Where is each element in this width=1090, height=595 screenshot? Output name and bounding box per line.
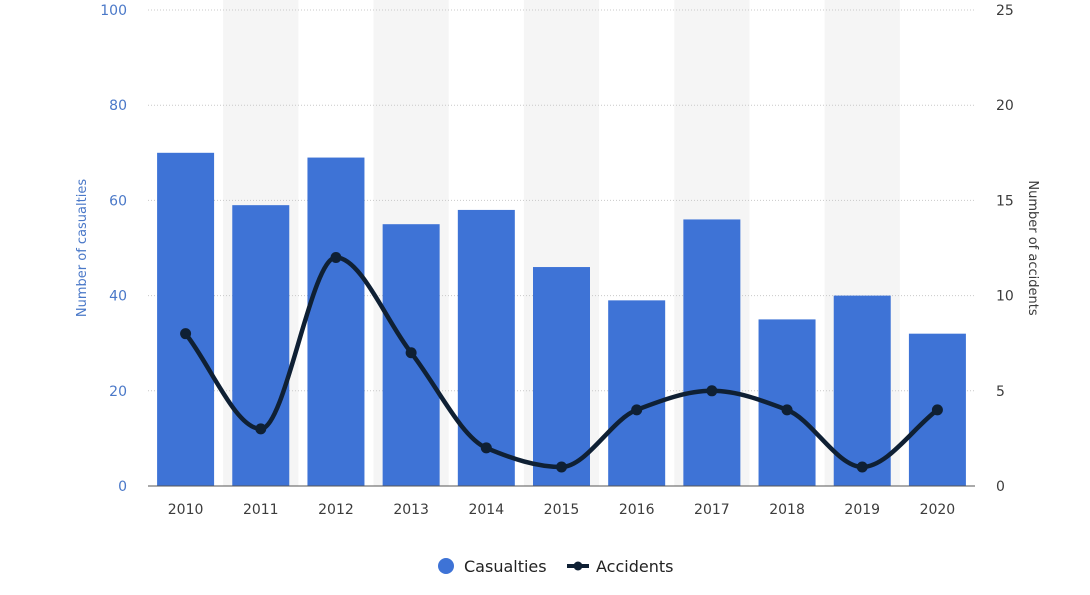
- x-tick-label: 2020: [920, 502, 956, 518]
- casualties-bars: [157, 152, 966, 487]
- legend-casualties-swatch[interactable]: [438, 558, 454, 574]
- accidents-point[interactable]: [405, 347, 417, 359]
- accidents-points: [180, 252, 943, 473]
- accidents-point[interactable]: [931, 404, 943, 416]
- accidents-point[interactable]: [781, 404, 793, 416]
- x-tick-label: 2015: [544, 502, 580, 518]
- x-tick-label: 2018: [769, 502, 805, 518]
- x-tick-label: 2010: [168, 502, 204, 518]
- right-axis-strip: [975, 0, 1050, 486]
- x-tick-label: 2014: [468, 502, 504, 518]
- legend-accidents-label[interactable]: Accidents: [596, 557, 673, 576]
- casualties-bar[interactable]: [232, 205, 290, 486]
- right-tick-label: 0: [996, 479, 1005, 495]
- x-tick-label: 2016: [619, 502, 655, 518]
- accidents-point[interactable]: [180, 328, 192, 340]
- legend: Casualties Accidents: [438, 557, 673, 576]
- accidents-point[interactable]: [856, 461, 868, 473]
- x-tick-label: 2017: [694, 502, 730, 518]
- x-tick-label: 2011: [243, 502, 279, 518]
- x-tick-label: 2019: [844, 502, 880, 518]
- accidents-point[interactable]: [706, 385, 718, 397]
- casualties-bar[interactable]: [683, 219, 741, 486]
- accidents-point[interactable]: [480, 442, 492, 454]
- right-tick-label: 5: [996, 384, 1005, 400]
- left-tick-label: 100: [100, 3, 127, 19]
- left-tick-label: 20: [109, 384, 127, 400]
- left-axis-ticks: 0 20 40 60 80 100: [100, 3, 127, 495]
- left-axis-title: Number of casualties: [75, 179, 90, 317]
- accidents-line: [183, 255, 940, 470]
- left-tick-label: 60: [109, 193, 127, 209]
- left-tick-label: 80: [109, 98, 127, 114]
- accidents-point[interactable]: [255, 423, 267, 435]
- casualties-bar[interactable]: [533, 267, 590, 486]
- right-tick-label: 10: [996, 289, 1014, 305]
- casualties-bar[interactable]: [307, 157, 365, 486]
- casualties-bar[interactable]: [833, 295, 891, 486]
- left-tick-label: 40: [109, 289, 127, 305]
- casualties-bar[interactable]: [157, 152, 215, 487]
- casualties-bar[interactable]: [608, 300, 666, 486]
- right-tick-label: 25: [996, 3, 1014, 19]
- x-tick-label: 2012: [318, 502, 354, 518]
- right-axis-ticks: 0 5 10 15 20 25: [996, 3, 1014, 495]
- x-axis-ticks: 2010 2011 2012 2013 2014 2015 2016 2017 2018 2019…: [168, 502, 955, 518]
- right-axis-title: Number of accidents: [1025, 180, 1040, 315]
- right-tick-label: 15: [996, 193, 1014, 209]
- x-tick-label: 2013: [393, 502, 429, 518]
- casualties-bar[interactable]: [457, 209, 515, 487]
- legend-accidents-swatch-dot: [573, 561, 583, 571]
- accidents-point[interactable]: [631, 404, 643, 416]
- accidents-point[interactable]: [556, 461, 567, 473]
- legend-casualties-label[interactable]: Casualties: [464, 557, 547, 576]
- right-tick-label: 20: [996, 98, 1014, 114]
- left-tick-label: 0: [118, 479, 127, 495]
- accidents-point[interactable]: [330, 252, 342, 264]
